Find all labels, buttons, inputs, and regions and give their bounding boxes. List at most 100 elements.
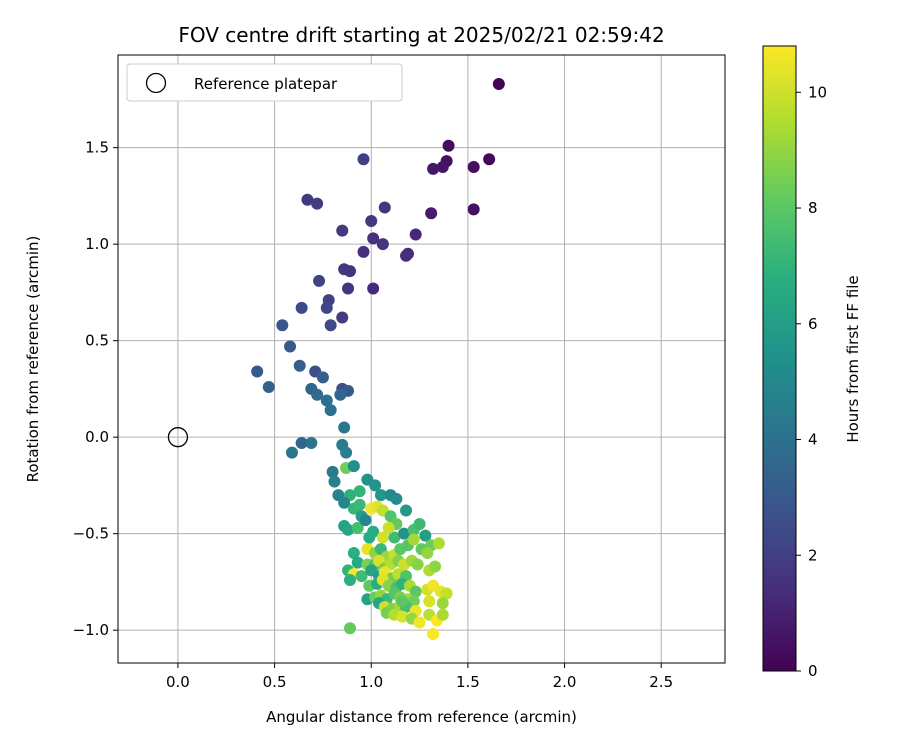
data-point xyxy=(411,558,424,571)
data-point xyxy=(311,388,324,401)
data-point xyxy=(311,197,324,210)
colorbar-tick-label: 10 xyxy=(808,83,827,101)
data-point xyxy=(343,265,356,278)
data-point xyxy=(353,485,366,498)
data-point xyxy=(376,238,389,251)
data-point xyxy=(400,249,413,262)
data-point xyxy=(301,193,314,206)
data-point xyxy=(440,587,453,600)
data-point xyxy=(436,608,449,621)
data-point xyxy=(326,465,339,478)
data-point xyxy=(343,574,356,587)
data-point xyxy=(413,518,426,531)
data-point xyxy=(369,479,382,492)
data-point xyxy=(442,139,455,152)
data-point xyxy=(467,160,480,173)
y-tick-label: 0.0 xyxy=(85,428,109,446)
data-point xyxy=(365,214,378,227)
y-axis-label: Rotation from reference (arcmin) xyxy=(24,236,42,483)
data-point xyxy=(276,319,289,332)
colorbar-tick-label: 2 xyxy=(808,546,818,564)
data-point xyxy=(367,232,380,245)
data-point xyxy=(347,546,360,559)
data-point xyxy=(436,160,449,173)
data-point xyxy=(363,531,376,544)
data-point xyxy=(467,203,480,216)
data-point xyxy=(378,201,391,214)
data-point xyxy=(305,436,318,449)
data-point xyxy=(421,546,434,559)
data-point xyxy=(293,359,306,372)
data-point xyxy=(343,622,356,635)
data-point xyxy=(336,224,349,237)
data-point xyxy=(251,365,264,378)
data-point xyxy=(367,282,380,295)
data-point xyxy=(338,496,351,509)
data-point xyxy=(353,498,366,511)
data-point xyxy=(355,570,368,583)
data-point xyxy=(425,207,438,220)
data-point xyxy=(351,521,364,534)
data-point xyxy=(284,340,297,353)
data-point xyxy=(359,514,372,527)
data-point xyxy=(398,527,411,540)
y-tick-label: 1.5 xyxy=(85,139,109,157)
y-tick-label: 0.5 xyxy=(85,332,109,350)
legend-marker xyxy=(145,72,167,94)
data-point xyxy=(295,436,308,449)
data-point xyxy=(436,597,449,610)
colorbar-tick-label: 4 xyxy=(808,431,818,449)
x-tick-label: 1.5 xyxy=(456,673,480,691)
data-point xyxy=(409,585,422,598)
colorbar-label: Hours from first FF file xyxy=(844,275,862,442)
data-point xyxy=(427,628,440,641)
data-point xyxy=(390,492,403,505)
data-point xyxy=(374,489,387,502)
x-tick-label: 0.0 xyxy=(166,673,190,691)
data-point xyxy=(351,556,364,569)
data-point xyxy=(336,311,349,324)
data-point xyxy=(342,282,355,295)
data-point xyxy=(413,616,426,629)
data-point xyxy=(324,319,337,332)
legend-label: Reference platepar xyxy=(194,75,338,93)
colorbar-tick-label: 6 xyxy=(808,315,818,333)
data-point xyxy=(427,162,440,175)
data-point xyxy=(388,531,401,544)
data-point xyxy=(396,610,409,623)
data-point xyxy=(492,77,505,90)
data-point xyxy=(324,404,337,417)
colorbar-ticks: 0 2 4 6 8 10 xyxy=(796,83,827,680)
data-point xyxy=(313,274,326,287)
x-tick-label: 2.0 xyxy=(553,673,577,691)
data-point xyxy=(342,523,355,536)
data-point xyxy=(328,475,341,488)
data-point xyxy=(357,245,370,258)
data-point xyxy=(409,228,422,241)
data-points xyxy=(251,77,505,641)
x-axis-ticks: 0.0 0.5 1.0 1.5 2.0 2.5 xyxy=(166,663,673,691)
data-point xyxy=(400,504,413,517)
x-tick-label: 0.5 xyxy=(263,673,287,691)
colorbar-tick-label: 0 xyxy=(808,662,818,680)
data-point xyxy=(347,460,360,473)
data-point xyxy=(407,533,420,546)
data-point xyxy=(432,537,445,550)
x-tick-label: 1.0 xyxy=(359,673,383,691)
plot-frame xyxy=(117,54,726,664)
y-tick-label: 1.0 xyxy=(85,235,109,253)
legend: Reference platepar xyxy=(126,63,403,102)
data-point xyxy=(316,371,329,384)
data-point xyxy=(419,529,432,542)
data-point xyxy=(483,153,496,166)
chart-title: FOV centre drift starting at 2025/02/21 … xyxy=(178,23,664,47)
data-point xyxy=(262,380,275,393)
data-point xyxy=(338,421,351,434)
data-point xyxy=(334,388,347,401)
data-point xyxy=(382,521,395,534)
data-point xyxy=(396,595,409,608)
y-tick-label: −1.0 xyxy=(73,621,109,639)
y-axis-ticks: −1.0 −0.5 0.0 0.5 1.0 1.5 xyxy=(73,139,118,639)
grid xyxy=(118,55,725,663)
